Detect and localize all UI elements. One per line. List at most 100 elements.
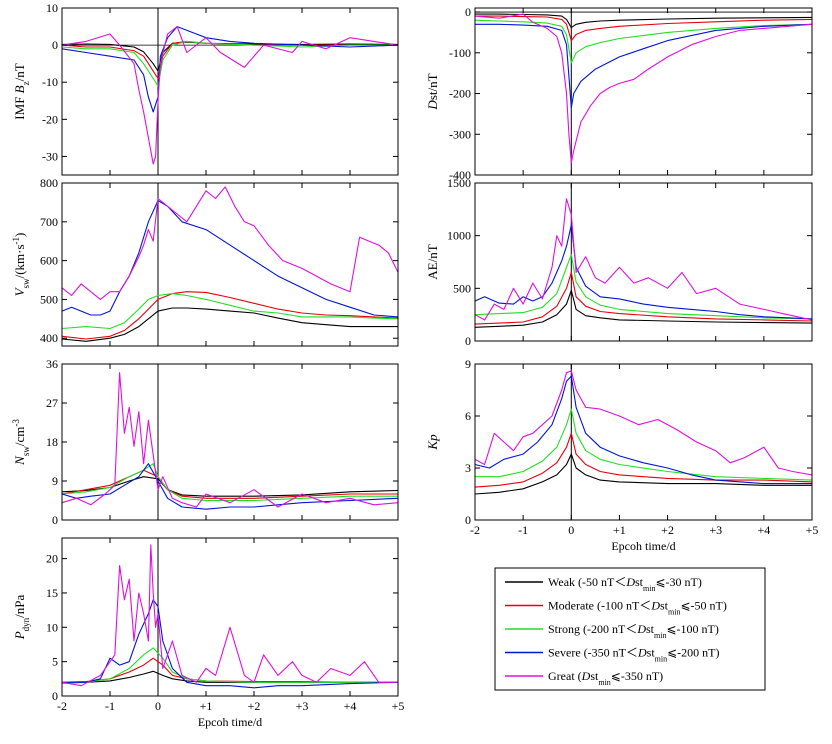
legend-item-great: Great (Dstmin⩽-350 nT): [505, 669, 663, 687]
ytick-label: 36: [46, 357, 58, 371]
series-moderate: [61, 40, 398, 80]
plot-frame: [474, 7, 813, 176]
series-great: [61, 26, 399, 165]
panel-pdyn: 0 5 10 15 20 -2 -1 0 +1 +2 +3 +4 +5 Epcoh time/d Pdyn/…: [12, 537, 405, 729]
legend-item-severe: Severe (-350 nT＜Dstmin⩽-200 nT): [505, 646, 720, 664]
series-moderate: [474, 432, 813, 488]
xtick-label: -1: [105, 699, 115, 713]
legend: Weak (-50 nT＜Dstmin⩽-30 nT) Moderate (-10…: [494, 567, 766, 691]
ytick-label: 9: [465, 357, 471, 371]
panel-nsw: 0 9 18 27 36 Nsw/cm-3: [11, 357, 399, 527]
ytick-label: 18: [46, 435, 58, 449]
ylabel-dst: Dst/nT: [425, 73, 440, 110]
ylabel-nsw: Nsw/cm-3: [11, 419, 31, 466]
legend-item-moderate: Moderate (-100 nT＜Dstmin⩽-50 nT): [505, 599, 727, 617]
xtick-label: +3: [296, 699, 309, 713]
series-moderate: [475, 15, 813, 42]
xtick-label: +4: [757, 523, 770, 537]
xtick-label: +2: [661, 523, 674, 537]
ytick-label: 0: [465, 334, 471, 348]
panel-imf-bz: -30 -20 -10 0 10 IMF Bz/nT: [12, 1, 399, 176]
series-strong: [474, 254, 813, 320]
ytick-label: 0: [52, 513, 58, 527]
xlabel: Epcoh time/d: [198, 715, 262, 729]
ytick-label: 500: [40, 292, 58, 306]
ytick-label: 500: [453, 281, 471, 295]
series-severe: [474, 375, 812, 485]
ytick-label: 10: [46, 620, 58, 634]
series-strong: [475, 408, 813, 481]
ytick-label: 15: [46, 586, 58, 600]
ylabel-kp: Kp: [425, 434, 440, 451]
ytick-label: 20: [46, 552, 58, 566]
ytick-label: -10: [42, 75, 58, 89]
ytick-label: 0: [52, 689, 58, 703]
legend-label: Severe (-350 nT＜Dstmin⩽-200 nT): [548, 646, 720, 664]
series-weak: [61, 307, 398, 342]
xtick-label: 0: [568, 523, 574, 537]
legend-item-strong: Strong (-200 nT＜Dstmin⩽-100 nT): [505, 622, 719, 640]
ytick-label: 27: [46, 396, 58, 410]
plot-frame: [61, 182, 399, 347]
series-strong: [61, 647, 398, 685]
series-moderate: [61, 469, 398, 499]
xtick-label: -2: [470, 523, 480, 537]
ytick-label: 6: [465, 409, 471, 423]
series-great: [474, 198, 813, 321]
xtick-label: -1: [518, 523, 528, 537]
xtick-label: -2: [57, 699, 67, 713]
panel-ae: 0 500 1000 1500 AE/nT: [425, 176, 813, 348]
ytick-label: 0: [52, 38, 58, 52]
legend-label: Weak (-50 nT＜Dstmin⩽-30 nT): [548, 575, 702, 593]
xtick-label: +5: [392, 699, 405, 713]
ytick-label: -100: [449, 46, 471, 60]
xtick-label: +3: [709, 523, 722, 537]
series-weak: [474, 289, 813, 328]
ytick-label: -200: [449, 87, 471, 101]
ytick-label: 1000: [447, 229, 471, 243]
plot-frame: [474, 363, 813, 521]
ytick-label: 9: [52, 474, 58, 488]
legend-label: Moderate (-100 nT＜Dstmin⩽-50 nT): [548, 599, 727, 617]
panel-dst: -400 -300 -200 -100 0 Dst/nT: [425, 5, 813, 182]
xtick-label: +1: [613, 523, 626, 537]
ytick-label: -400: [449, 168, 471, 182]
ytick-label: 0: [465, 5, 471, 19]
ytick-label: 600: [40, 254, 58, 268]
legend-label: Strong (-200 nT＜Dstmin⩽-100 nT): [548, 622, 719, 640]
ytick-label: 5: [52, 655, 58, 669]
xtick-label: +2: [248, 699, 261, 713]
plot-frame: [474, 182, 813, 342]
series-strong: [61, 293, 399, 330]
series-great: [61, 544, 398, 687]
ylabel-ae: AE/nT: [425, 244, 440, 279]
ytick-label: 700: [40, 215, 58, 229]
legend-label: Great (Dstmin⩽-350 nT): [548, 669, 663, 687]
legend-item-weak: Weak (-50 nT＜Dstmin⩽-30 nT): [505, 575, 702, 593]
xtick-label: +1: [200, 699, 213, 713]
series-weak: [475, 13, 813, 29]
xtick-label: +4: [344, 699, 357, 713]
ytick-label: 400: [40, 331, 58, 345]
series-severe: [475, 23, 813, 109]
ytick-label: 3: [465, 461, 471, 475]
ytick-label: 1500: [447, 176, 471, 190]
series-great: [61, 372, 399, 508]
ytick-label: 10: [46, 1, 58, 15]
xlabel: Epcoh time/d: [611, 539, 675, 553]
panel-kp: 0 3 6 9 -2 -1 0 +1 +2 +3 +4 +5 Epcoh time/d Kp: [425, 357, 818, 553]
series-moderate: [61, 657, 398, 683]
series-great: [474, 370, 813, 476]
ytick-label: -20: [42, 112, 58, 126]
ylabel-vsw: Vsw/(km·s-1): [11, 233, 31, 297]
series-strong: [61, 463, 398, 502]
ytick-label: 0: [465, 513, 471, 527]
ytick-label: -30: [42, 149, 58, 163]
series-severe: [61, 199, 399, 318]
xtick-label: 0: [155, 699, 161, 713]
series-great: [61, 186, 399, 300]
series-moderate: [61, 291, 399, 340]
series-strong: [474, 19, 813, 64]
series-great: [474, 13, 813, 164]
